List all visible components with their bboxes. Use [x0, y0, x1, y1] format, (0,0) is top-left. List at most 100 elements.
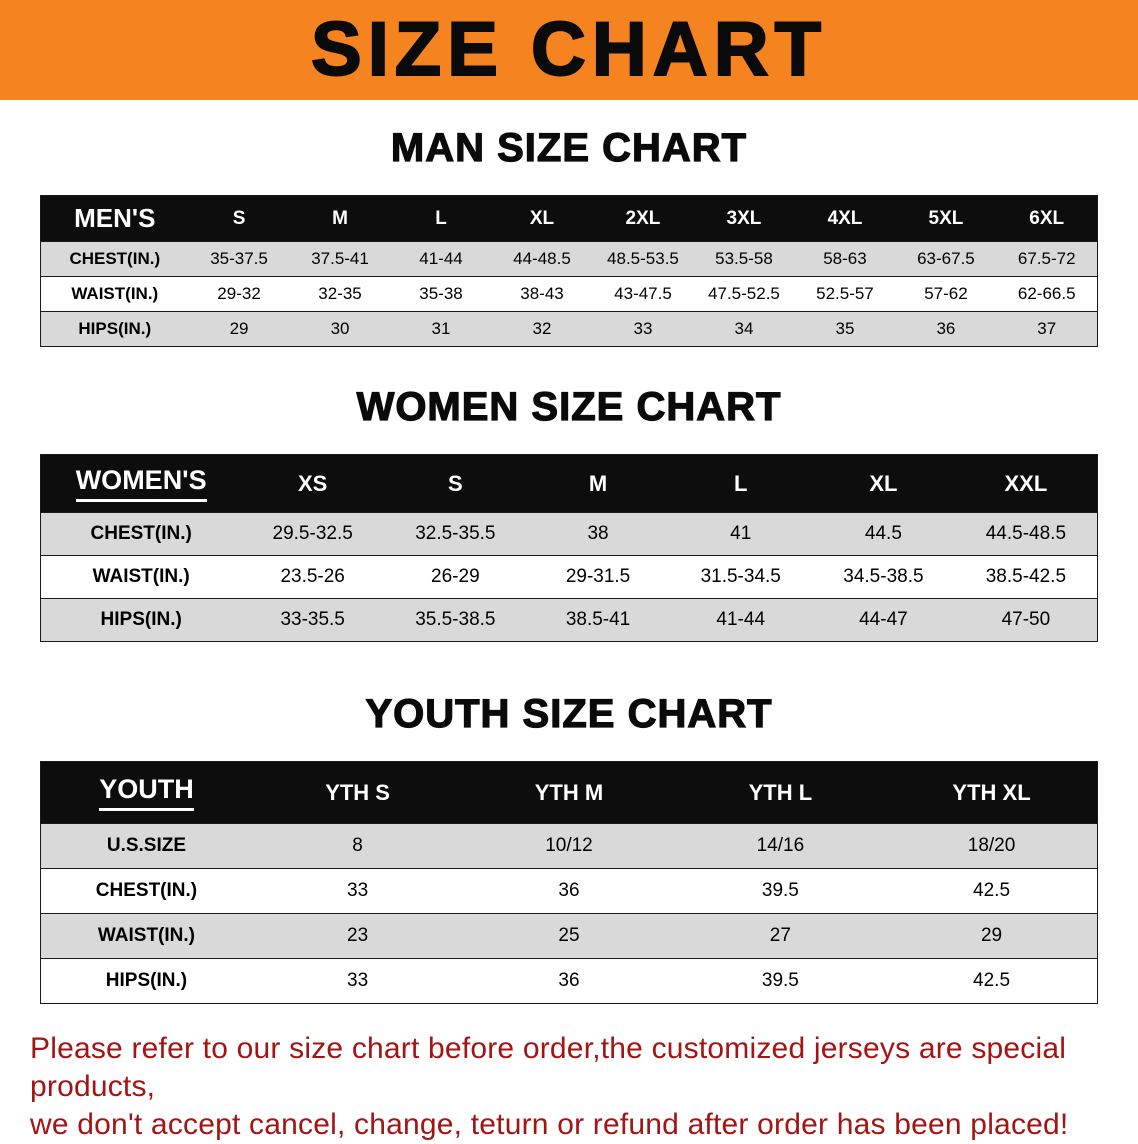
disclaimer-note: Please refer to our size chart before or… — [30, 1030, 1138, 1144]
size-column-header: YTH M — [534, 779, 604, 805]
size-value: 36 — [936, 319, 956, 338]
size-column-header: 3XL — [726, 207, 762, 229]
women-size-table: WOMEN'S XS S M L XL XXL CHEST(IN.) 29.5-32.5 32.5… — [40, 454, 1098, 642]
table-row: WAIST(IN.) 23 25 27 29 — [40, 913, 1098, 959]
size-chart-banner: SIZE CHART — [0, 0, 1138, 100]
size-value: 34 — [734, 319, 754, 338]
size-value: 36 — [558, 880, 580, 901]
row-label: WAIST(IN.) — [97, 925, 195, 946]
size-value: 31.5-34.5 — [700, 566, 781, 587]
disclaimer-line-2: we don't accept cancel, change, teturn o… — [30, 1108, 1069, 1141]
size-value: 36 — [558, 970, 580, 991]
table-header-label: YOUTH — [41, 762, 252, 824]
size-value: 32-35 — [318, 284, 362, 303]
size-value: 53.5-58 — [715, 249, 773, 268]
size-value: 23 — [347, 925, 369, 946]
row-label: HIPS(IN.) — [100, 609, 182, 630]
women-size-section: WOMEN SIZE CHART WOMEN'S XS S M L XL XXL CHEST(… — [0, 384, 1138, 642]
size-value: 29-32 — [217, 284, 261, 303]
size-value: 57-62 — [924, 284, 968, 303]
table-header-row: YOUTH YTH S YTH M YTH L YTH XL — [40, 761, 1098, 824]
table-header-row: WOMEN'S XS S M L XL XXL — [40, 454, 1098, 513]
size-value: 29.5-32.5 — [272, 523, 353, 544]
table-row: HIPS(IN.) 29 30 31 32 33 34 35 36 37 — [40, 311, 1098, 347]
size-value: 43-47.5 — [614, 284, 672, 303]
row-label: WAIST(IN.) — [92, 566, 190, 587]
man-size-chart-heading: MAN SIZE CHART — [390, 125, 748, 170]
size-value: 63-67.5 — [917, 249, 975, 268]
size-value: 32.5-35.5 — [415, 523, 496, 544]
size-value: 62-66.5 — [1017, 284, 1076, 303]
youth-size-chart-heading: YOUTH SIZE CHART — [365, 691, 773, 736]
size-value: 39.5 — [761, 880, 799, 901]
size-column-header: YTH XL — [952, 779, 1031, 805]
table-row: WAIST(IN.) 29-32 32-35 35-38 38-43 43-47.5 47.… — [40, 276, 1098, 312]
size-value: 33 — [633, 319, 653, 338]
size-value: 30 — [330, 319, 350, 338]
size-value: 44-47 — [859, 609, 908, 630]
size-value: 33 — [347, 880, 369, 901]
size-value: 42.5 — [973, 970, 1011, 991]
size-value: 29 — [980, 925, 1003, 946]
men-size-section: MAN SIZE CHART MEN'S S M L XL 2XL 3XL 4XL 5XL 6XL… — [0, 125, 1138, 347]
youth-size-table: YOUTH YTH S YTH M YTH L YTH XL U.S.SIZE 8 10/12… — [40, 761, 1098, 1004]
row-label: CHEST(IN.) — [95, 880, 198, 901]
size-value: 33-35.5 — [280, 609, 345, 630]
size-value: 34.5-38.5 — [843, 566, 924, 587]
table-header-label-text: WOMEN'S — [75, 465, 207, 502]
size-column-header: 6XL — [1029, 207, 1065, 229]
size-value: 37 — [1037, 319, 1057, 338]
size-value: 35.5-38.5 — [415, 609, 496, 630]
size-value: 32 — [532, 319, 552, 338]
size-column-header: XXL — [1004, 470, 1048, 496]
size-column-header: L — [435, 207, 447, 229]
table-header-label-text: YOUTH — [99, 774, 194, 811]
size-value: 8 — [352, 835, 363, 856]
size-value: 58-63 — [823, 249, 867, 268]
table-row: WAIST(IN.) 23.5-26 26-29 29-31.5 31.5-34.5 34… — [40, 555, 1098, 599]
table-row: CHEST(IN.) 33 36 39.5 42.5 — [40, 868, 1098, 914]
size-value: 26-29 — [431, 566, 480, 587]
disclaimer-line-1: Please refer to our size chart before or… — [30, 1032, 1067, 1103]
size-value: 29-31.5 — [565, 566, 631, 587]
size-value: 38 — [587, 523, 609, 544]
size-value: 35 — [835, 319, 855, 338]
size-value: 18/20 — [967, 835, 1016, 856]
size-value: 41-44 — [716, 609, 766, 630]
size-value: 67.5-72 — [1017, 249, 1076, 268]
size-value: 14/16 — [756, 835, 805, 856]
size-column-header: 5XL — [928, 207, 964, 229]
table-row: CHEST(IN.) 35-37.5 37.5-41 41-44 44-48.5 48.5… — [40, 241, 1098, 277]
table-row: HIPS(IN.) 33-35.5 35.5-38.5 38.5-41 41-44 44-… — [40, 598, 1098, 642]
size-value: 37.5-41 — [311, 249, 369, 268]
table-header-label: MEN'S — [41, 196, 189, 242]
size-column-header: L — [734, 470, 748, 496]
size-value: 39.5 — [761, 970, 799, 991]
row-label: WAIST(IN.) — [71, 284, 159, 303]
size-value: 38.5-42.5 — [985, 566, 1067, 587]
size-value: 25 — [558, 925, 580, 946]
size-value: 44.5-48.5 — [985, 523, 1067, 544]
table-row: U.S.SIZE 8 10/12 14/16 18/20 — [40, 823, 1098, 869]
table-header-label: WOMEN'S — [41, 455, 242, 513]
size-value: 38-43 — [520, 284, 564, 303]
size-value: 44.5 — [864, 523, 902, 544]
size-column-header: XL — [869, 470, 898, 496]
table-header-row: MEN'S S M L XL 2XL 3XL 4XL 5XL 6XL — [40, 195, 1098, 242]
size-column-header: YTH S — [325, 779, 390, 805]
size-value: 27 — [769, 925, 791, 946]
size-value: 35-38 — [419, 284, 463, 303]
size-column-header: YTH L — [748, 779, 813, 805]
size-value: 35-37.5 — [210, 249, 268, 268]
row-label: U.S.SIZE — [106, 835, 187, 856]
size-value: 44-48.5 — [513, 249, 571, 268]
row-label: CHEST(IN.) — [90, 523, 192, 544]
banner-title: SIZE CHART — [310, 7, 827, 92]
table-row: CHEST(IN.) 29.5-32.5 32.5-35.5 38 41 44.5 44.5… — [40, 512, 1098, 556]
table-row: HIPS(IN.) 33 36 39.5 42.5 — [40, 958, 1098, 1004]
row-label: CHEST(IN.) — [69, 249, 161, 268]
size-value: 42.5 — [973, 880, 1011, 901]
size-column-header: 4XL — [827, 207, 863, 229]
size-value: 41-44 — [419, 249, 463, 268]
size-column-header: S — [448, 470, 463, 496]
